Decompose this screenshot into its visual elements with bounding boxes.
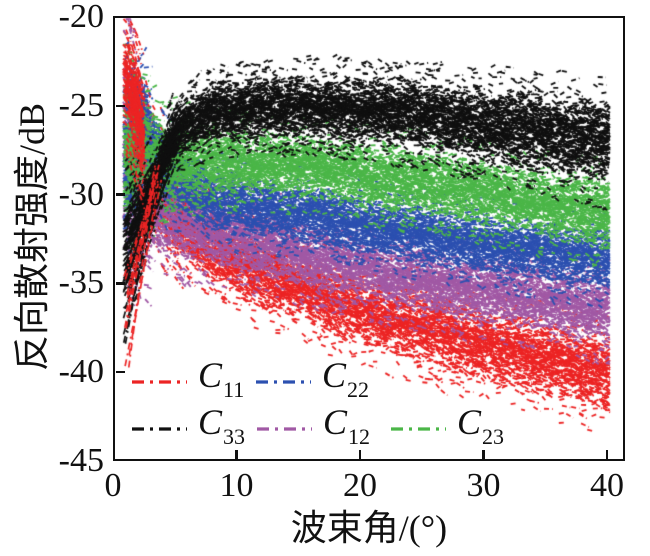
- x-tick-label-40: 40: [590, 467, 624, 504]
- y-tick-label--45: -45: [58, 442, 104, 479]
- x-tick-label-0: 0: [104, 467, 122, 504]
- y-axis-title: 反向散射强度/dB: [12, 103, 52, 372]
- x-tick-label-10: 10: [219, 467, 254, 504]
- x-tick-label-30: 30: [466, 467, 501, 504]
- y-tick-label--40: -40: [58, 353, 104, 391]
- y-tick-label--25: -25: [58, 86, 104, 124]
- y-tick-label--35: -35: [58, 264, 104, 302]
- y-tick-label--20: -20: [58, 0, 104, 35]
- y-tick-label--30: -30: [58, 175, 104, 213]
- x-axis-title: 波束角/(°): [290, 508, 448, 548]
- x-tick-label-20: 20: [343, 467, 377, 504]
